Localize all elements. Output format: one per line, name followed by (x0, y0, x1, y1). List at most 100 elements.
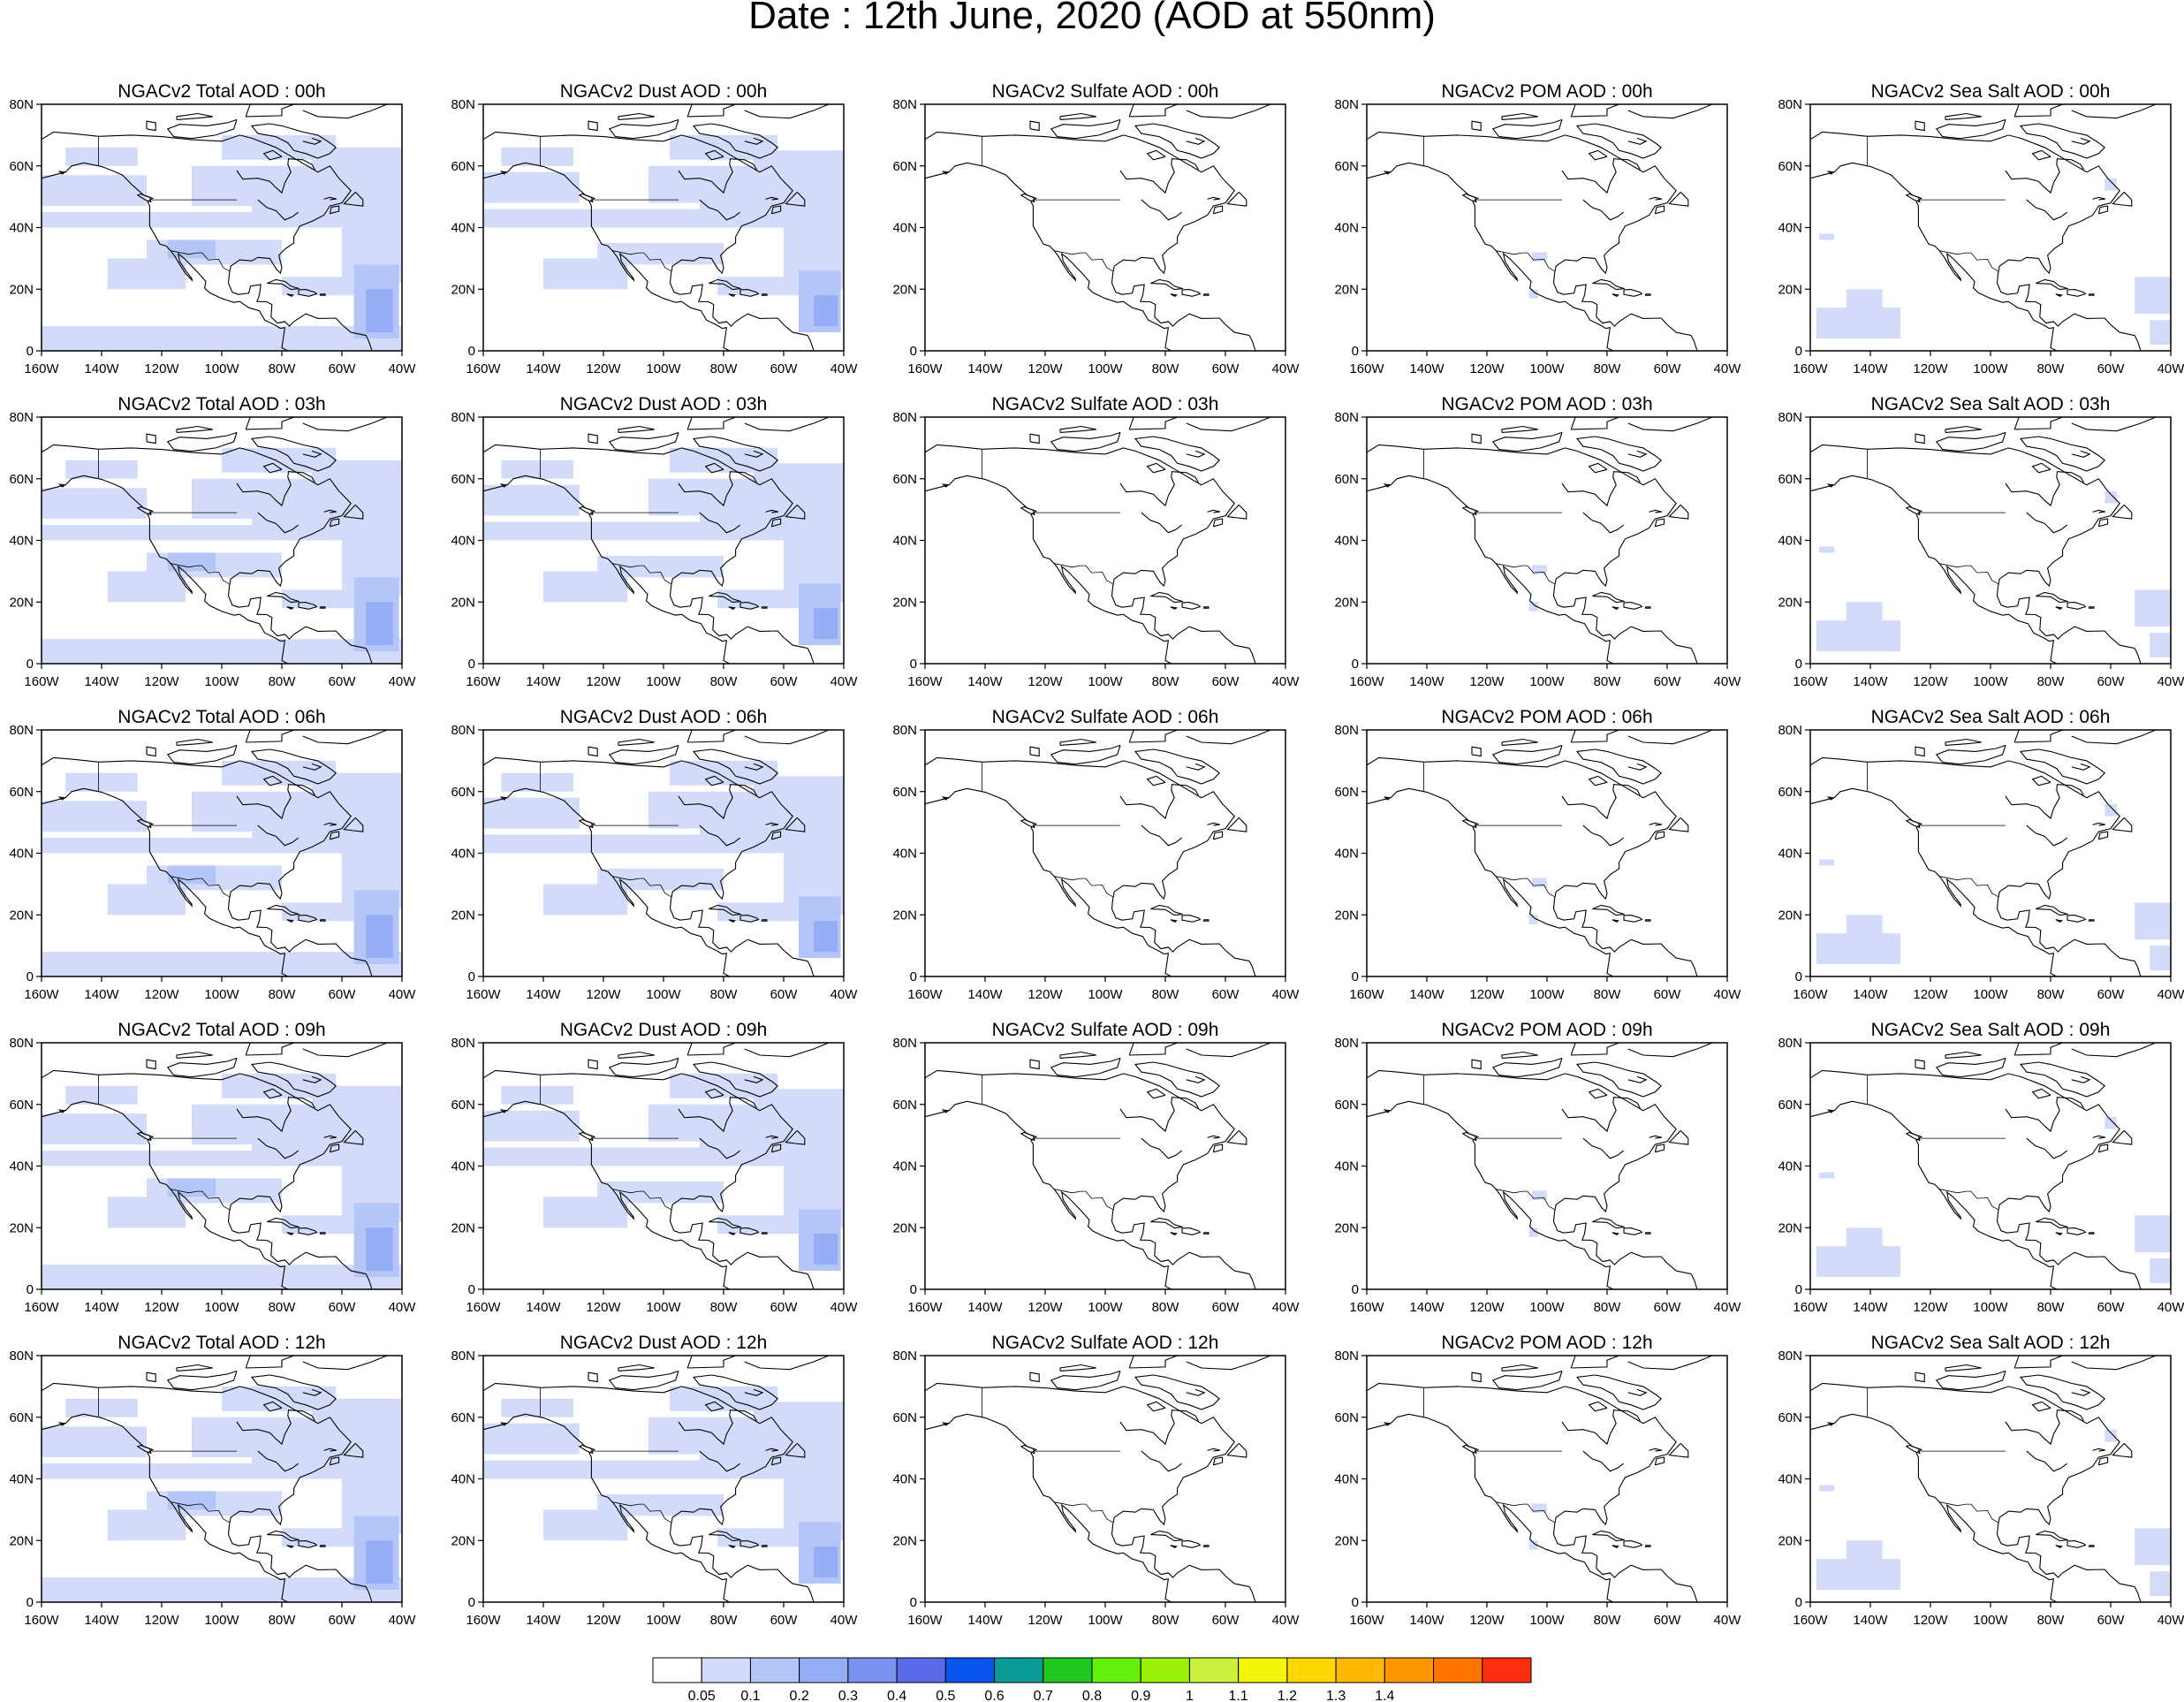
map-panel: NGACv2 Sea Salt AOD : 03h 160W 140W 120W 100… (1778, 394, 2184, 689)
aod-patch (2135, 1215, 2171, 1253)
panel-title: NGACv2 Sulfate AOD : 09h (992, 1020, 1219, 1040)
lon-tick-label: 100W (1088, 1613, 1123, 1628)
coastline-segment (925, 787, 1172, 976)
map-background (1367, 417, 1727, 664)
coastline-segment (2112, 1443, 2133, 1458)
coastline-segment (483, 444, 808, 650)
aod-field-total (42, 1073, 402, 1289)
aod-patch (252, 822, 402, 847)
coastline-segment (686, 1356, 770, 1369)
lon-tick-label: 100W (1529, 1300, 1565, 1315)
aod-patch (1528, 1227, 1538, 1237)
coastline-segment (257, 1450, 300, 1472)
coastline-segment (1575, 436, 1663, 472)
coastline-segment (262, 462, 283, 474)
coastline-segment (2088, 293, 2095, 296)
coastline-segment (286, 919, 294, 923)
lon-tick-label: 160W (466, 361, 501, 376)
colorbar-swatch (944, 1657, 996, 1683)
aod-patch (222, 760, 337, 786)
coastline-segment (1491, 1057, 1563, 1078)
coastline-segment (2097, 205, 2109, 215)
coastline-segment (1029, 120, 1040, 132)
lon-tick-label: 40W (2157, 674, 2184, 689)
coastline-segment (298, 915, 318, 923)
coastline-segment (1905, 193, 1921, 203)
aod-patch (1528, 602, 1538, 612)
coastline-segment (302, 763, 322, 771)
coastline-segment (42, 756, 367, 962)
lat-tick-label: 40N (1334, 1472, 1359, 1487)
aod-patch (42, 801, 147, 832)
coastline-segment (298, 602, 318, 610)
aod-patch (483, 1110, 580, 1142)
coastline-segment (1649, 1447, 1663, 1452)
map-panel: NGACv2 Sulfate AOD : 12h 160W 140W 120W 100W… (892, 1333, 1300, 1628)
colorbar: 0.05 0.1 0.2 0.3 0.4 0.5 0.6 0.7 0.8 0.9 1 1.1 1.2 1.… (652, 1657, 1532, 1702)
coastline-segment (785, 1443, 806, 1458)
lat-tick-label: 20N (892, 595, 917, 610)
panel-title: NGACv2 Sulfate AOD : 03h (992, 394, 1219, 414)
lon-tick-label: 160W (1793, 1613, 1828, 1628)
coastline-segment (319, 606, 326, 609)
lon-tick-label: 40W (389, 1613, 417, 1628)
coastline-segment (1690, 961, 1698, 976)
coastline-segment (1826, 483, 1834, 488)
coastline-segment (1128, 1356, 1211, 1369)
coastline-segment (1491, 431, 1563, 452)
coastline-segment (2097, 1144, 2109, 1153)
coastline-segment (744, 104, 830, 119)
aod-patch (1819, 546, 1835, 553)
coastline-segment (2026, 199, 2068, 221)
coastline-segment (588, 433, 598, 444)
coastline-segment (588, 120, 598, 132)
coastline-segment (1226, 1130, 1247, 1145)
lon-tick-label: 100W (1973, 1613, 2008, 1628)
aod-patch (814, 608, 838, 640)
coastline-segment (2005, 784, 2084, 820)
lon-tick-label: 100W (1529, 361, 1565, 376)
lat-tick-label: 0 (910, 969, 917, 984)
lat-tick-label: 20N (9, 1533, 34, 1548)
lat-tick-label: 0 (910, 657, 917, 672)
coastline-segment (618, 1051, 655, 1059)
aod-patch (2104, 1116, 2117, 1129)
coastline-segment (1141, 1137, 1183, 1159)
coastline-segment (1644, 1232, 1651, 1235)
map-background (925, 1356, 1285, 1602)
coastline-segment (770, 205, 782, 215)
coastline-segment (1367, 444, 1692, 650)
coastline-segment (770, 831, 782, 840)
lat-tick-label: 60N (1334, 159, 1359, 174)
lat-tick-label: 0 (1795, 344, 1802, 359)
coastline-segment (941, 1109, 949, 1113)
map-background (925, 1043, 1285, 1289)
lat-tick-label: 60N (892, 785, 917, 800)
coastline-segment (166, 1057, 238, 1078)
coastline-segment (692, 1061, 779, 1098)
coastline-segment (1146, 775, 1166, 786)
map-panel: NGACv2 Sulfate AOD : 03h 160W 140W 120W 100W… (892, 394, 1300, 689)
lon-tick-label: 120W (144, 987, 179, 1002)
coastline-segment (483, 162, 731, 351)
lat-tick-label: 20N (1778, 908, 1802, 923)
coastline-segment (608, 744, 679, 765)
coastline-segment (770, 518, 782, 528)
lon-tick-label: 60W (2097, 674, 2126, 689)
coastline-segment (1915, 1059, 1925, 1070)
coastline-segment (42, 444, 367, 650)
map-panel: NGACv2 Dust AOD : 09h 160W 140W 120W 100W 80W… (451, 1020, 858, 1315)
lat-tick-label: 60N (9, 1410, 34, 1425)
coastline-segment (166, 431, 238, 452)
lon-tick-label: 40W (1272, 987, 1301, 1002)
coastline-segment (323, 196, 337, 201)
coastline-segment (1134, 436, 1221, 472)
coastline-segment (298, 1227, 318, 1235)
aod-patch (1528, 289, 1538, 299)
coastline-segment (483, 475, 731, 664)
aod-patch (1528, 1540, 1538, 1550)
coastline-segment (925, 756, 1250, 962)
coastline-segment (1186, 730, 1271, 745)
map-background (925, 104, 1285, 351)
